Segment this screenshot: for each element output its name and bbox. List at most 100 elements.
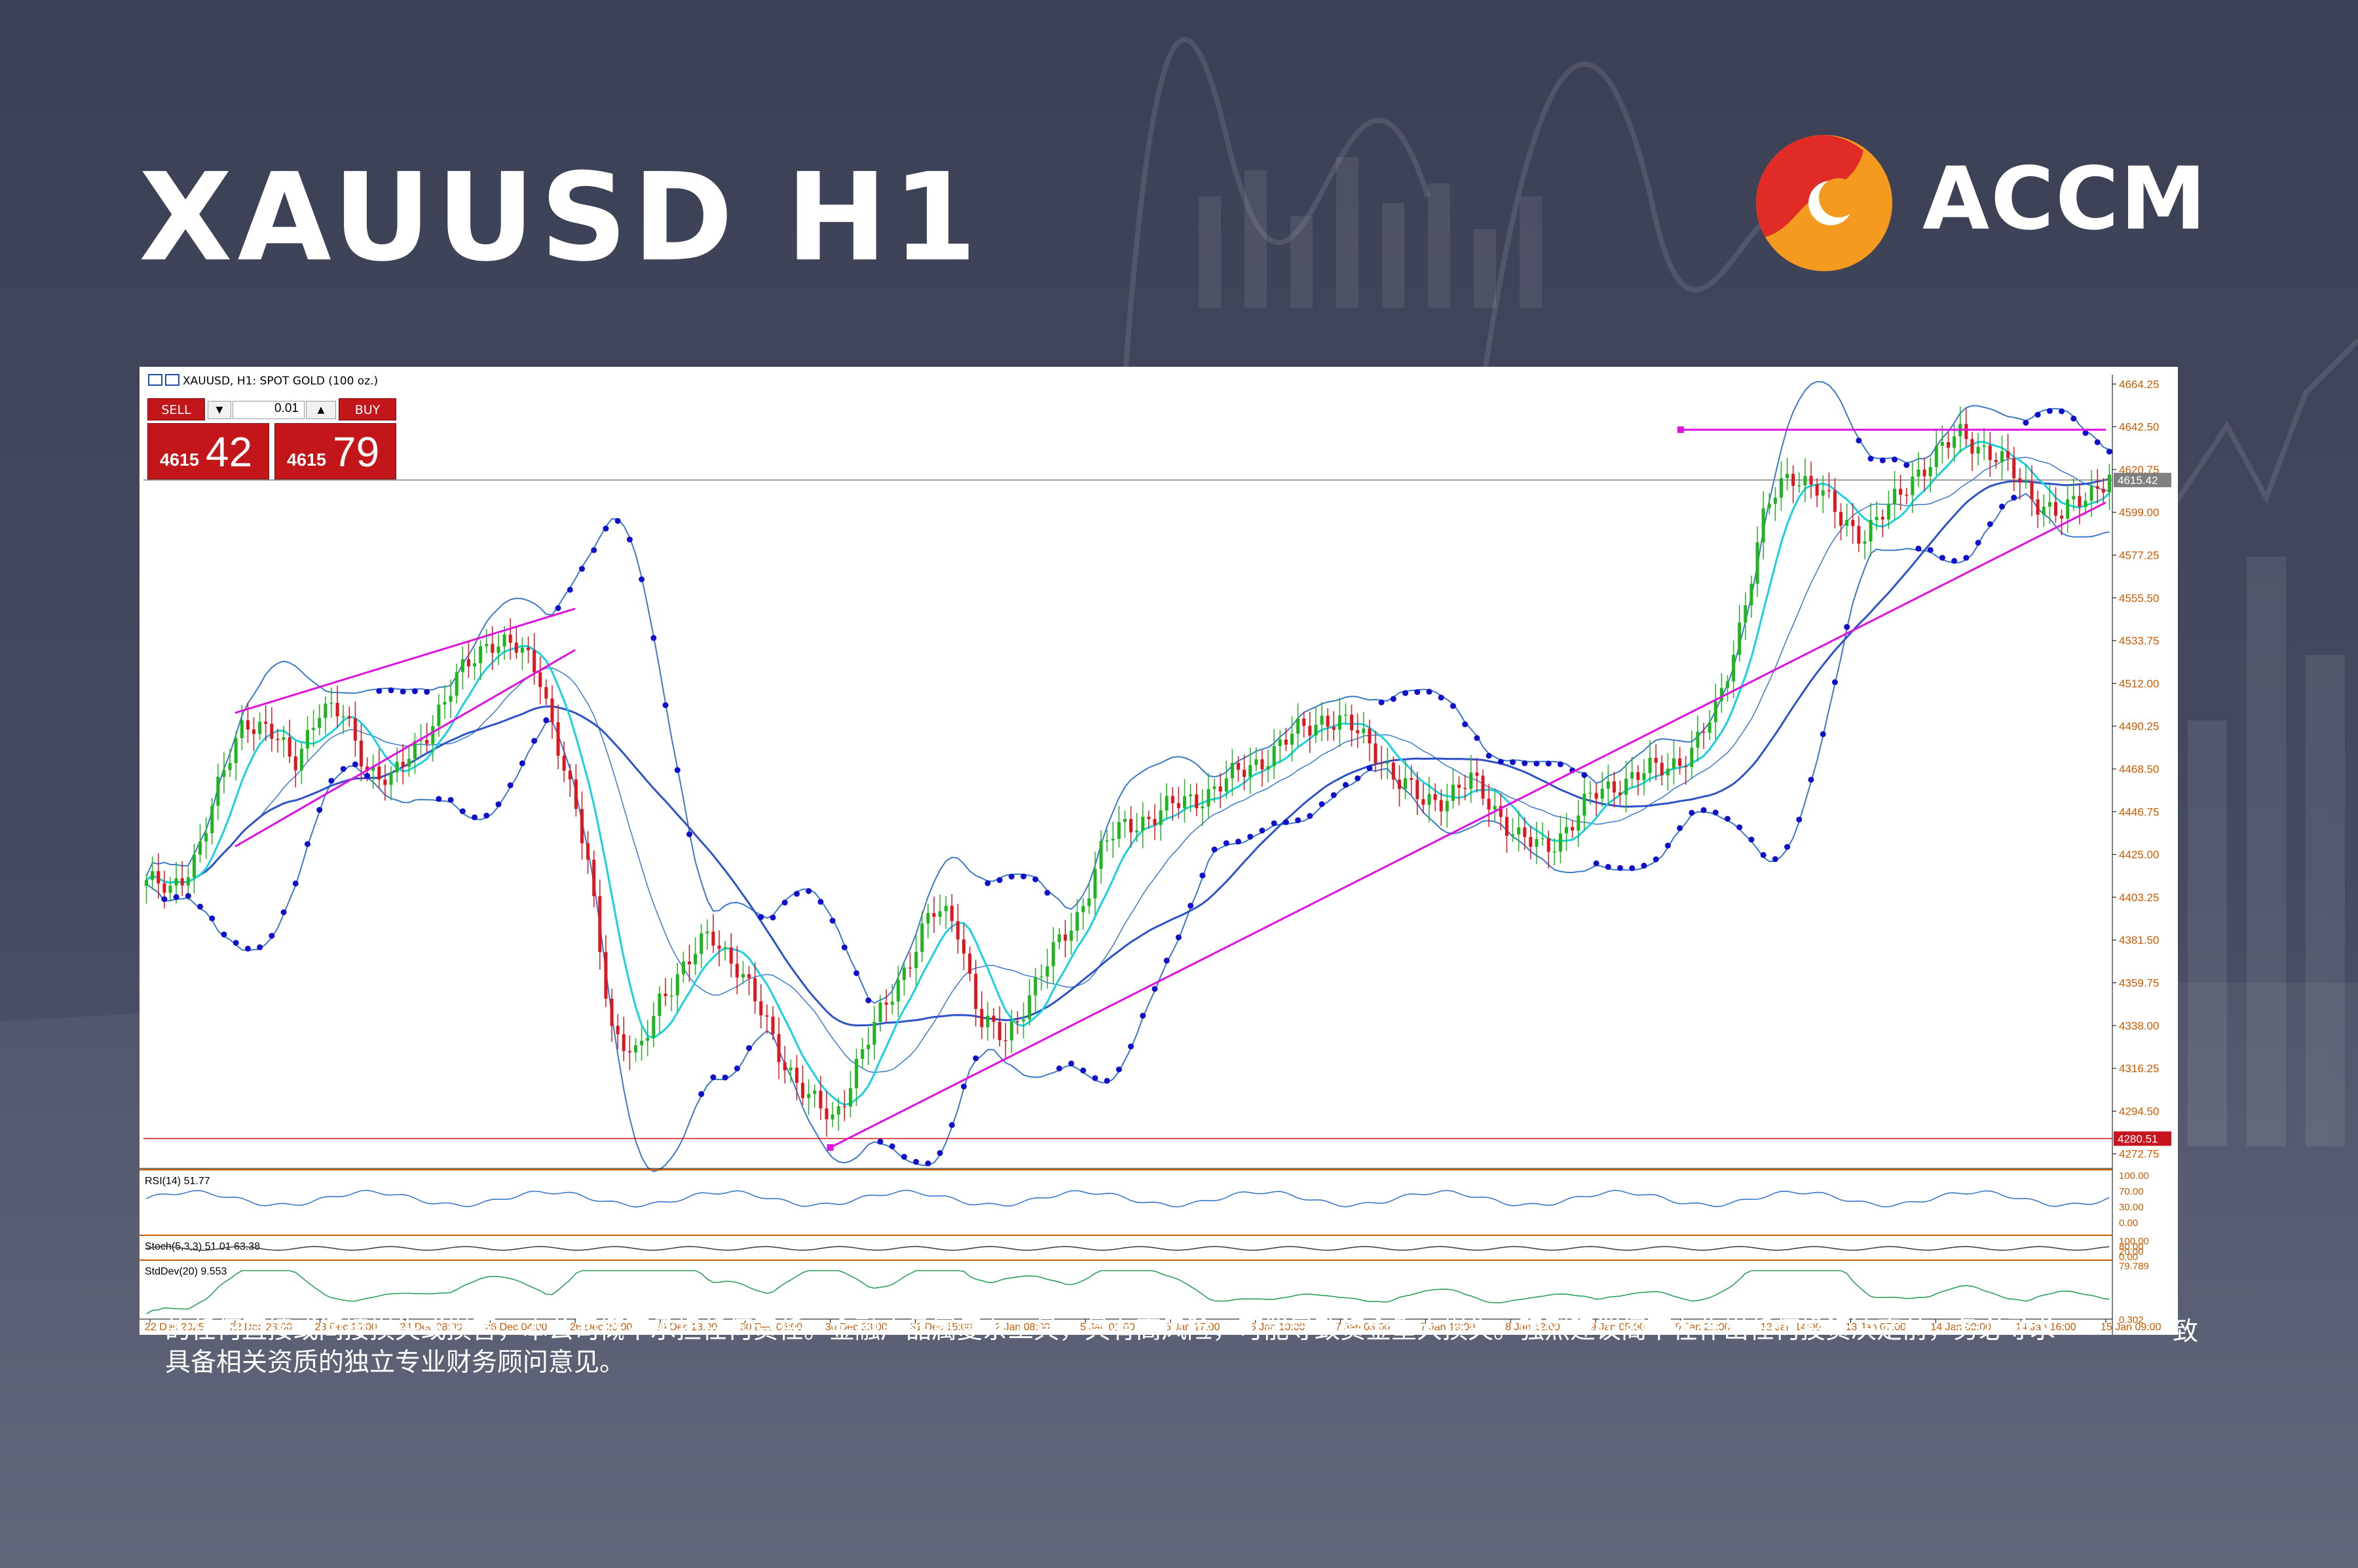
- candle-body: [1481, 775, 1485, 799]
- candle-body: [1535, 839, 1539, 847]
- sar-dot: [1175, 934, 1182, 941]
- candle-body: [2024, 481, 2028, 483]
- rsi-line: [146, 1189, 2110, 1208]
- candle-body: [1421, 799, 1425, 805]
- sar-dot: [1557, 761, 1563, 768]
- candle-body: [1786, 474, 1789, 478]
- sar-dot: [519, 760, 525, 766]
- candle-body: [1827, 490, 1831, 491]
- candle-body: [1947, 442, 1950, 448]
- candle-body: [544, 687, 548, 699]
- candle-body: [2012, 458, 2016, 479]
- sar-dot: [567, 586, 573, 593]
- candle-body: [1343, 715, 1347, 716]
- disclaimer-text: 的任何直接或间接损失或损害，本公司概不承担任何责任。金融产品属复杂工具，具有高风…: [165, 1314, 2202, 1379]
- sar-dot: [447, 796, 454, 803]
- sell-button[interactable]: SELL: [147, 398, 205, 420]
- sar-dot: [400, 688, 406, 695]
- candle-body: [1708, 722, 1712, 733]
- y-tick-label: 4642.50: [2119, 421, 2159, 434]
- subpanel-tick-label: 100.00: [2119, 1236, 2149, 1247]
- sar-dot: [364, 773, 371, 779]
- candle-body: [664, 993, 667, 996]
- sar-dot: [1820, 731, 1826, 737]
- sar-dot: [1462, 721, 1469, 728]
- sar-dot: [197, 903, 204, 910]
- candle-body: [842, 1106, 846, 1108]
- candle-body: [1619, 792, 1622, 795]
- x-tick-label: 14 Jan 00:00: [1930, 1322, 1991, 1333]
- candle-body: [634, 1045, 637, 1053]
- sar-dot: [472, 814, 478, 821]
- candle-body: [312, 728, 316, 730]
- std-line: [146, 1270, 2110, 1315]
- candle-body: [1541, 838, 1544, 840]
- candle-body: [324, 703, 328, 719]
- candle-body: [1660, 762, 1664, 775]
- sar-dot: [1497, 758, 1504, 765]
- sar-dot: [1915, 546, 1922, 552]
- candle-body: [1243, 770, 1246, 777]
- x-tick-label: 30 Dec 23:00: [825, 1322, 888, 1333]
- candle-body: [1308, 726, 1312, 736]
- sar-dot: [1450, 703, 1456, 709]
- candle-body: [1368, 728, 1372, 744]
- candle-body: [1105, 840, 1109, 842]
- subpanel-tick-label: 20.00: [2119, 1246, 2144, 1258]
- candle-body: [1165, 796, 1169, 811]
- sar-dot: [1438, 694, 1444, 701]
- candle-body: [1851, 519, 1855, 527]
- candle-body: [1350, 715, 1354, 731]
- chart-icons: [148, 374, 179, 386]
- sar-dot: [1115, 1066, 1122, 1073]
- candle-body: [365, 766, 369, 772]
- sar-dot: [710, 1074, 717, 1081]
- buy-price-button[interactable]: 4615 79: [274, 423, 396, 479]
- candle-body: [2089, 486, 2093, 501]
- x-tick-label: 31 Dec 15:00: [910, 1322, 972, 1333]
- sar-dot: [1724, 815, 1731, 822]
- candle-body: [1374, 743, 1377, 764]
- sar-dot: [1056, 1065, 1062, 1072]
- candle-body: [1571, 827, 1575, 831]
- candle-body: [1672, 758, 1675, 769]
- candle-body: [1612, 781, 1616, 793]
- y-tick-label: 4468.50: [2119, 763, 2159, 775]
- bollinger-upper-line: [145, 381, 2110, 1004]
- sar-dot: [579, 565, 586, 572]
- candle-body: [741, 974, 745, 978]
- chart-canvas[interactable]: XAUUSD, H1: SPOT GOLD (100 oz.) 4664.25 4…: [140, 367, 2178, 1335]
- candle-body: [258, 722, 262, 734]
- lot-size-input[interactable]: 0.01: [233, 401, 305, 419]
- y-tick-label: 4599.00: [2119, 506, 2159, 519]
- buy-button[interactable]: BUY: [339, 398, 396, 420]
- sar-dot: [1831, 679, 1838, 686]
- candle-body: [264, 722, 268, 724]
- sar-dot: [1510, 759, 1516, 766]
- candle-body: [1391, 762, 1395, 780]
- candle-body: [1499, 806, 1503, 817]
- chart-title: XAUUSD, H1: SPOT GOLD (100 oz.): [183, 375, 378, 388]
- support-price-label: 4280.51: [2118, 1132, 2158, 1145]
- buy-price-suffix: 79: [333, 428, 380, 476]
- candle-body: [771, 1017, 775, 1035]
- sar-dot: [340, 766, 346, 772]
- candle-body: [1272, 746, 1276, 766]
- candle-body: [825, 1108, 829, 1119]
- sar-dot: [221, 931, 227, 938]
- sar-dot: [925, 1160, 931, 1167]
- sell-price-button[interactable]: 4615 42: [147, 423, 269, 479]
- candle-body: [1988, 445, 1992, 460]
- candle-body: [431, 726, 435, 744]
- sar-dot: [1092, 1075, 1098, 1081]
- candle-body: [1863, 541, 1867, 544]
- lot-stepper[interactable]: ▲: [306, 401, 336, 419]
- sar-dot: [280, 909, 287, 916]
- candle-body: [1833, 490, 1837, 512]
- candle-body: [2060, 515, 2064, 519]
- sar-dot: [781, 899, 788, 906]
- sar-dot: [829, 918, 836, 924]
- candle-body: [681, 961, 685, 975]
- price-chart[interactable]: XAUUSD, H1: SPOT GOLD (100 oz.) 4664.25 4…: [140, 367, 2178, 1335]
- lot-dropdown[interactable]: ▼: [208, 401, 231, 419]
